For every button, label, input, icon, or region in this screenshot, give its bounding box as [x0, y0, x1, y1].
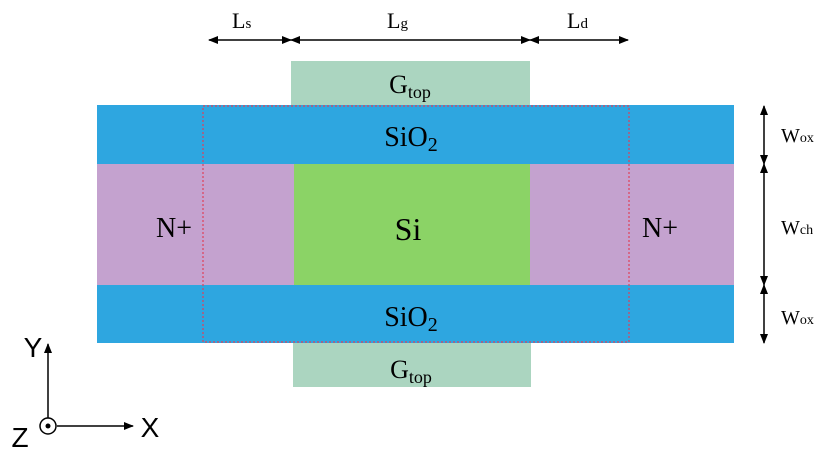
drain-label: N+ — [642, 213, 678, 244]
wch-label: Wch — [781, 217, 813, 239]
gate-top-rect — [291, 61, 530, 105]
x-axis-label: X — [141, 412, 160, 443]
gate-bottom-rect — [293, 343, 531, 387]
simulation-boundary — [202, 105, 630, 343]
source-label: N+ — [156, 213, 192, 244]
oxide-bottom-label: SiO2 — [384, 302, 438, 336]
oxide-top-rect — [97, 105, 734, 164]
oxide-top-label: SiO2 — [384, 122, 438, 156]
drain-rect — [530, 164, 734, 285]
source-rect — [97, 164, 294, 285]
ld-label: Ld — [567, 8, 588, 33]
z-axis-dot-icon — [45, 423, 51, 429]
ls-label: Ls — [232, 8, 251, 33]
z-axis-label: Z — [11, 422, 28, 449]
wox-bottom-label: Wox — [781, 307, 814, 329]
channel-rect — [294, 164, 530, 285]
y-axis-label: Y — [24, 332, 43, 363]
wox-top-label: Wox — [781, 125, 814, 147]
lg-label: Lg — [387, 8, 408, 33]
gate-bottom-label: Gtop — [390, 355, 432, 387]
channel-label: Si — [395, 211, 422, 247]
gate-top-label: Gtop — [389, 70, 431, 102]
